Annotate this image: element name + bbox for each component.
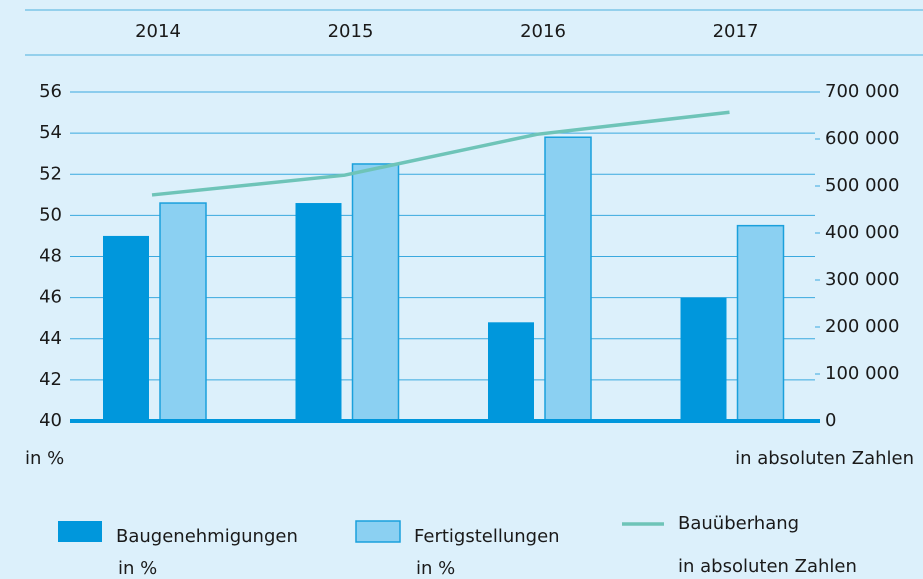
y2-tick-label: 400 000 bbox=[825, 222, 899, 243]
legend-swatch bbox=[58, 521, 102, 542]
x-tick-label: 2015 bbox=[328, 21, 374, 42]
y2-tick-label: 700 000 bbox=[825, 81, 899, 102]
x-tick-label: 2017 bbox=[713, 21, 759, 42]
y-tick-label: 52 bbox=[39, 163, 62, 184]
y-tick-label: 48 bbox=[39, 246, 62, 267]
legend-unit: in absoluten Zahlen bbox=[678, 556, 857, 577]
legend-unit: in % bbox=[118, 558, 157, 579]
legend-unit: in % bbox=[416, 558, 455, 579]
y-tick-label: 40 bbox=[39, 410, 62, 431]
y2-tick-label: 200 000 bbox=[825, 316, 899, 337]
y2-tick-label: 100 000 bbox=[825, 363, 899, 384]
y2-tick-label: 0 bbox=[825, 410, 836, 431]
y-tick-label: 46 bbox=[39, 287, 62, 308]
legend-label: Fertigstellungen bbox=[414, 526, 560, 547]
legend-label: Baugenehmigungen bbox=[116, 526, 298, 547]
y-tick-label: 50 bbox=[39, 204, 62, 225]
y-axis-label: in % bbox=[25, 448, 64, 469]
y-tick-label: 54 bbox=[39, 122, 62, 143]
bar bbox=[680, 297, 727, 421]
bar bbox=[295, 203, 342, 421]
y-tick-label: 56 bbox=[39, 81, 62, 102]
legend-swatch bbox=[355, 520, 401, 543]
y-tick-label: 42 bbox=[39, 369, 62, 390]
y-tick-label: 44 bbox=[39, 328, 62, 349]
legend-label: Bauüberhang bbox=[678, 513, 799, 534]
bar bbox=[159, 202, 207, 422]
bar bbox=[103, 235, 149, 421]
x-tick-label: 2014 bbox=[135, 21, 181, 42]
bar bbox=[736, 224, 785, 422]
x-tick-label: 2016 bbox=[520, 21, 566, 42]
y2-tick-label: 500 000 bbox=[825, 175, 899, 196]
y2-tick-label: 600 000 bbox=[825, 128, 899, 149]
y2-axis-label: in absoluten Zahlen bbox=[735, 448, 914, 469]
bar bbox=[488, 322, 534, 421]
y2-tick-label: 300 000 bbox=[825, 269, 899, 290]
line-series bbox=[151, 110, 730, 197]
bar bbox=[544, 136, 592, 422]
bar bbox=[351, 163, 400, 422]
